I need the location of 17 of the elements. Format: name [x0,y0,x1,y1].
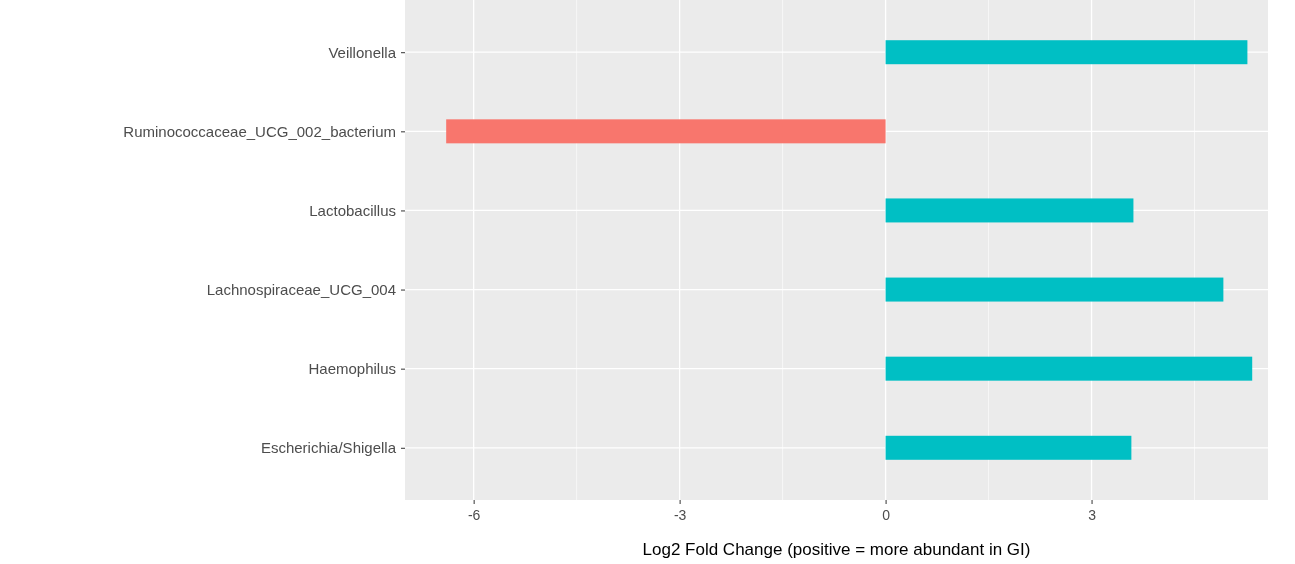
x-tick-label: -3 [673,506,687,523]
x-tick-label: 3 [1088,506,1097,523]
y-tick-label: Escherichia/Shigella [260,439,397,457]
bar [885,198,1134,223]
bar [446,119,886,144]
bar [885,277,1224,302]
x-axis-title: Log2 Fold Change (positive = more abundant in GI) [642,540,1031,559]
y-tick-label: Veillonella [328,43,397,61]
bar [885,435,1132,460]
x-tick-label: 0 [882,506,891,523]
bar [885,40,1248,65]
y-tick-label: Lactobacillus [309,201,396,219]
y-tick-label: Ruminococcaceae_UCG_002_bacterium [123,122,396,140]
x-tick-label: -6 [467,506,481,523]
y-tick-label: Haemophilus [308,359,396,377]
y-tick-label: Lachnospiraceae_UCG_004 [206,280,396,298]
bar [885,356,1253,381]
